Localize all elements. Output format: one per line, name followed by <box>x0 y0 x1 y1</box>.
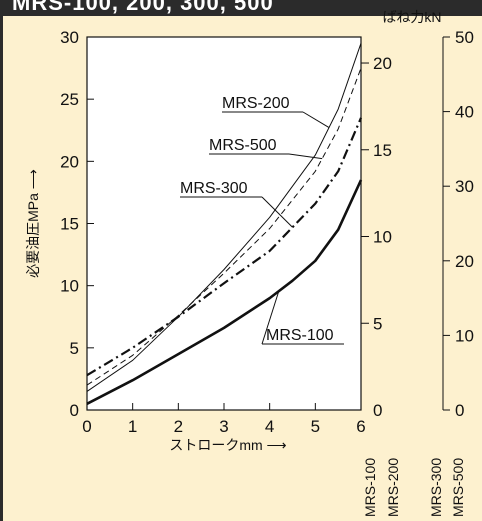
spring-tick-label: 10 <box>373 228 392 247</box>
y-tick-label: 5 <box>70 339 79 358</box>
spring-tick-label: 0 <box>455 401 464 420</box>
spring-tick-label: 15 <box>373 141 392 160</box>
callout-mrs-300: MRS-300 <box>180 180 248 197</box>
left-border <box>0 16 3 521</box>
y-tick-label: 30 <box>60 28 79 47</box>
spring-tick-label: 20 <box>455 252 474 271</box>
spring-axis-label: MRS-200 <box>385 458 401 517</box>
spring-tick-label: 50 <box>455 28 474 47</box>
x-tick-label: 4 <box>265 417 274 436</box>
callout-leader <box>261 290 280 345</box>
callout-bg <box>260 325 346 344</box>
x-axis-title: ストロークmm ⟶ <box>169 437 286 453</box>
x-tick-label: 6 <box>356 417 365 436</box>
callout-mrs-100: MRS-100 <box>266 327 334 344</box>
x-tick-label: 1 <box>128 417 137 436</box>
series-line-mrs-500 <box>86 67 362 386</box>
spring-axis-title: ばね力kN <box>382 9 441 25</box>
y-tick-label: 20 <box>60 152 79 171</box>
series-line-mrs-100 <box>86 179 363 405</box>
spring-axis-label: MRS-300 <box>428 458 444 517</box>
x-tick-label: 3 <box>219 417 228 436</box>
callout-leader <box>302 111 330 128</box>
x-tick-label: 5 <box>311 417 320 436</box>
callout-leader <box>288 153 323 160</box>
spring-axis-label: MRS-500 <box>450 458 466 517</box>
x-tick-label: 2 <box>174 417 183 436</box>
callout-mrs-200: MRS-200 <box>222 95 290 112</box>
y-tick-label: 25 <box>60 90 79 109</box>
series-line-mrs-200 <box>86 43 362 392</box>
callout-bg <box>178 178 264 197</box>
callout-bg <box>207 135 291 154</box>
header-title: MRS-100, 200, 300, 500 <box>12 0 274 15</box>
callout-leader <box>261 196 293 228</box>
y-tick-label: 10 <box>60 277 79 296</box>
spring-tick-label: 30 <box>455 177 474 196</box>
series-line-mrs-300 <box>86 117 363 377</box>
y-tick-label: 0 <box>70 401 79 420</box>
plot-area <box>86 36 362 411</box>
spring-tick-label: 10 <box>455 326 474 345</box>
y-axis-title: 必要油圧MPa ⟶ <box>25 169 41 278</box>
spring-tick-label: 20 <box>373 54 392 73</box>
spring-tick-label: 40 <box>455 103 474 122</box>
callout-bg <box>220 93 305 112</box>
spring-tick-label: 5 <box>373 314 382 333</box>
header-bar: MRS-100, 200, 300, 500 <box>0 0 482 16</box>
spring-tick-label: 0 <box>373 401 382 420</box>
y-tick-label: 15 <box>60 215 79 234</box>
spring-axis-label: MRS-100 <box>362 458 378 517</box>
callout-mrs-500: MRS-500 <box>209 137 277 154</box>
x-tick-label: 0 <box>82 417 91 436</box>
